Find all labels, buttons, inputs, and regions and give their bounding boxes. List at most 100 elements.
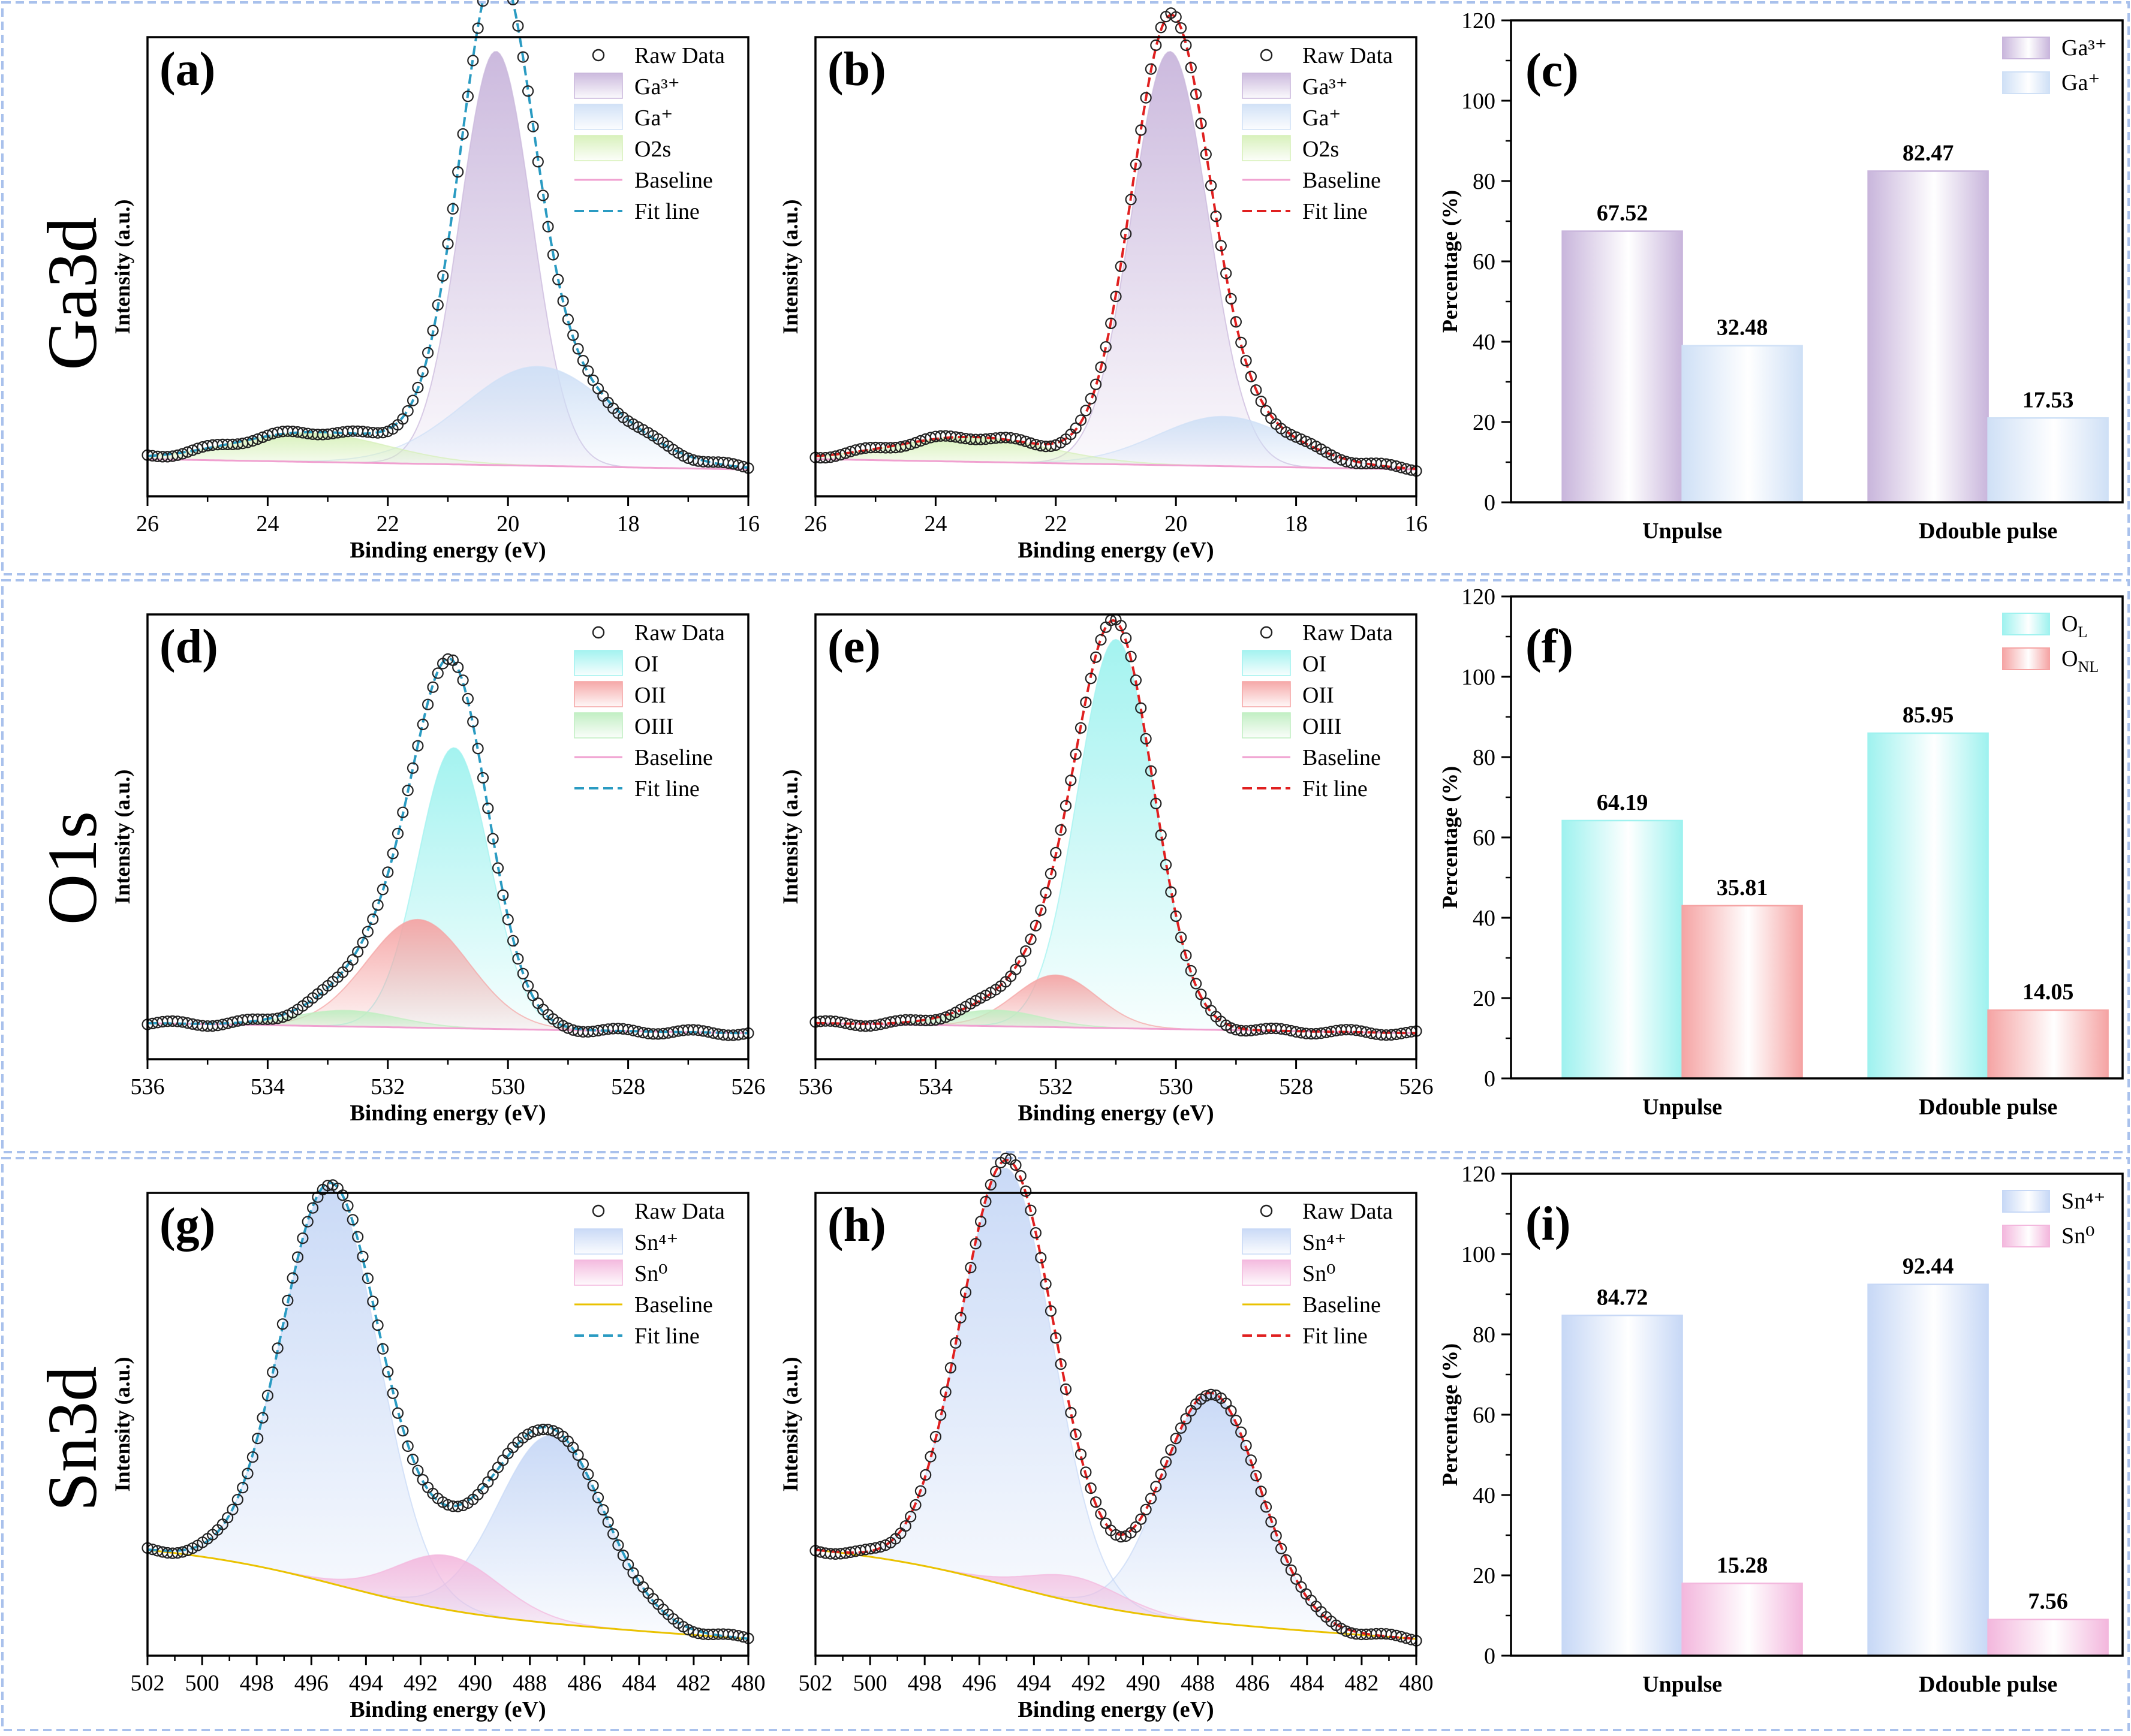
raw-data-point <box>1135 1513 1147 1525</box>
legend-label: Sn⁴⁺ <box>634 1230 678 1255</box>
raw-data-point <box>432 667 444 679</box>
x-tick-label: 26 <box>136 511 159 537</box>
raw-data-point <box>367 1295 379 1307</box>
raw-data-point <box>402 784 414 797</box>
row-label-o1s: O1s <box>33 811 112 925</box>
raw-data-point <box>1000 1152 1012 1165</box>
raw-data-point <box>402 1440 414 1452</box>
y-axis-label: Intensity (a.u.) <box>110 1357 134 1491</box>
panel-label: (a) <box>159 43 215 96</box>
raw-data-point <box>502 914 514 926</box>
raw-data-point <box>587 1479 599 1491</box>
raw-data-point <box>1130 158 1142 170</box>
raw-data-point <box>1080 1466 1092 1478</box>
raw-data-point <box>412 1464 424 1476</box>
raw-data-point <box>482 1476 494 1488</box>
raw-data-point <box>457 674 469 686</box>
raw-data-point <box>1070 1428 1082 1440</box>
y-tick-label: 80 <box>1473 1322 1495 1348</box>
raw-data-point <box>1255 1485 1267 1497</box>
raw-data-point <box>1145 1493 1157 1505</box>
x-tick-label: 484 <box>622 1671 656 1696</box>
legend-component-swatch <box>574 1259 623 1286</box>
row-label-ga3d: Ga3d <box>33 217 112 370</box>
raw-data-point <box>407 762 419 774</box>
legend-raw-data-marker <box>592 49 605 62</box>
raw-data-point <box>402 405 414 417</box>
raw-data-point <box>965 1261 977 1274</box>
raw-data-point <box>512 953 524 965</box>
y-axis-label: Intensity (a.u.) <box>110 199 134 334</box>
raw-data-point <box>1230 1415 1242 1427</box>
legend-label: Baseline <box>634 168 713 193</box>
raw-data-point <box>442 238 454 250</box>
raw-data-point <box>1160 1456 1172 1468</box>
raw-data-point <box>940 1386 952 1398</box>
raw-data-point <box>1035 904 1047 916</box>
raw-data-point <box>472 22 484 34</box>
legend-label: Sn⁴⁺ <box>2061 1189 2105 1214</box>
raw-data-point <box>959 1286 972 1298</box>
panel-label: (f) <box>1525 620 1573 673</box>
bar-value-label: 14.05 <box>2022 979 2074 1005</box>
x-axis-label: Binding energy (eV) <box>1018 1697 1214 1722</box>
legend-component-swatch <box>1242 1228 1291 1255</box>
x-tick-label: 16 <box>737 511 760 537</box>
raw-data-point <box>1245 370 1257 382</box>
raw-data-point <box>171 449 183 461</box>
raw-data-point <box>282 1294 294 1307</box>
raw-data-point <box>507 935 519 947</box>
raw-data-point <box>357 1250 369 1262</box>
raw-data-point <box>1095 634 1107 646</box>
raw-data-point <box>1210 210 1222 222</box>
raw-data-point <box>904 438 917 451</box>
bar-i-0-1 <box>1681 1583 1803 1657</box>
raw-data-point <box>1065 1407 1077 1419</box>
raw-data-point <box>1100 621 1112 633</box>
raw-data-point <box>467 716 479 728</box>
raw-data-point <box>1100 341 1112 353</box>
legend-label: Baseline <box>1302 1292 1381 1318</box>
raw-data-point <box>437 270 449 282</box>
legend-label: Baseline <box>1302 168 1381 193</box>
raw-data-point <box>176 448 188 460</box>
raw-data-point <box>1165 1444 1177 1456</box>
panel-f: 64.19 35.81 Unpulse 85.95 14.05 Ddouble pulse… <box>1438 584 2124 1120</box>
fit-line-h <box>815 1158 1417 1640</box>
raw-data-point <box>231 1494 243 1506</box>
x-tick-label: 500 <box>853 1671 887 1696</box>
raw-data-point <box>1010 963 1022 975</box>
bar-value-label: 35.81 <box>1717 875 1768 900</box>
legend-label: Fit line <box>634 776 700 801</box>
raw-data-point <box>176 1546 189 1558</box>
panels: 26 24 22 20 18 16 Binding energy (eV) Intensity… <box>110 0 2124 1722</box>
raw-data-point <box>1170 1433 1182 1445</box>
y-tick-label: 0 <box>1484 1066 1495 1092</box>
y-tick-label: 20 <box>1473 986 1495 1011</box>
raw-data-point <box>1240 355 1252 367</box>
raw-data-point <box>1120 632 1132 644</box>
x-tick-label: 18 <box>617 511 640 537</box>
x-tick-label: 492 <box>404 1671 438 1696</box>
x-tick-label: 502 <box>131 1671 165 1696</box>
panel-i: 84.72 15.28 Unpulse 92.44 7.56 Ddouble pulse 0… <box>1438 1162 2124 1697</box>
x-tick-label: 24 <box>924 511 947 537</box>
x-tick-label: 530 <box>491 1074 525 1099</box>
raw-data-point <box>1065 774 1077 786</box>
x-tick-label: 498 <box>240 1671 274 1696</box>
raw-data-point <box>517 968 529 979</box>
raw-data-point <box>1010 1159 1022 1171</box>
y-tick-label: 60 <box>1473 249 1495 275</box>
legend-label: Fit line <box>1302 199 1368 224</box>
raw-data-point <box>477 0 489 7</box>
raw-data-point <box>1015 955 1027 967</box>
raw-data-point <box>252 433 264 445</box>
legend-label: OII <box>634 683 666 708</box>
y-tick-label: 120 <box>1461 584 1495 610</box>
raw-data-point <box>974 1216 987 1228</box>
legend-component-swatch <box>1242 681 1291 707</box>
raw-data-point <box>427 324 439 337</box>
raw-data-point <box>452 166 464 178</box>
